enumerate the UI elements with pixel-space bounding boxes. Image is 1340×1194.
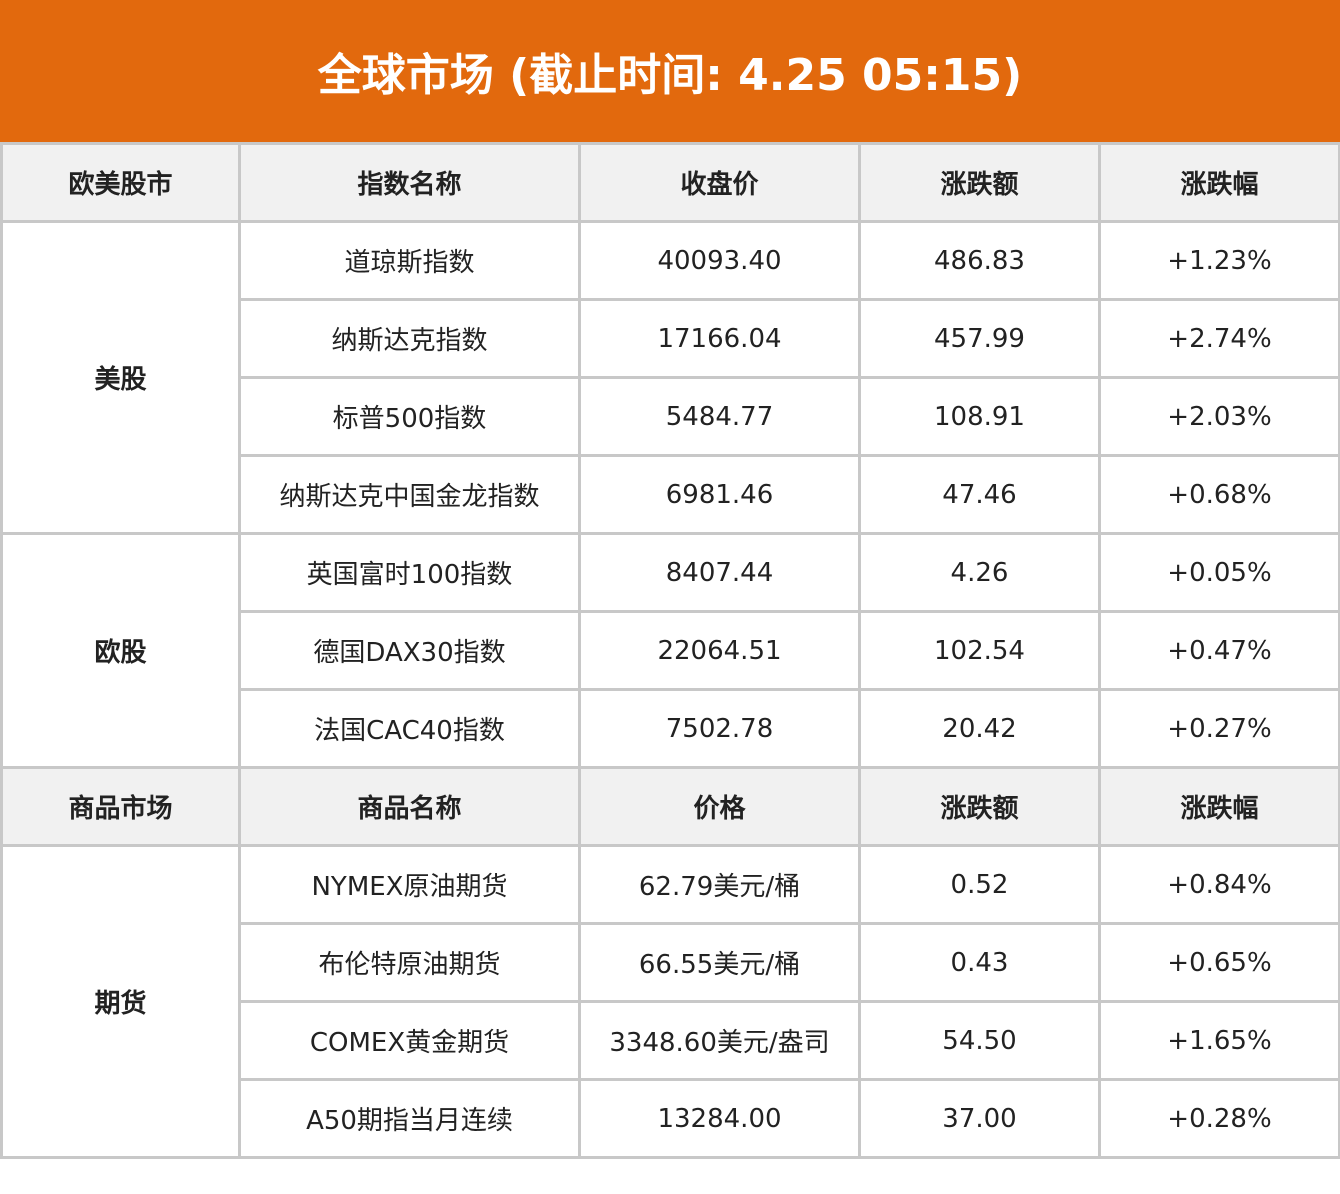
commodity-name: 布伦特原油期货 [238, 922, 581, 1003]
change-percent: +2.03% [1098, 376, 1340, 457]
table-row: 纳斯达克指数 17166.04 457.99 +2.74% [2, 298, 1340, 379]
table-row: 纳斯达克中国金龙指数 6981.46 47.46 +0.68% [2, 454, 1340, 535]
table-row: 法国CAC40指数 7502.78 20.42 +0.27% [2, 688, 1340, 769]
column-header: 涨跌额 [858, 766, 1101, 847]
table-row: 欧股 英国富时100指数 8407.44 4.26 +0.05% [0, 532, 1340, 769]
change-percent: +0.27% [1098, 688, 1340, 769]
price: 66.55美元/桶 [578, 922, 861, 1003]
price: 62.79美元/桶 [578, 844, 861, 925]
commodity-name: COMEX黄金期货 [238, 1000, 581, 1081]
price: 3348.60美元/盎司 [578, 1000, 861, 1081]
commodity-name: A50期指当月连续 [238, 1078, 581, 1159]
close-price: 6981.46 [578, 454, 861, 535]
table-row: 标普500指数 5484.77 108.91 +2.03% [2, 376, 1340, 457]
change-amount: 102.54 [858, 610, 1101, 691]
change-percent: +0.28% [1098, 1078, 1340, 1159]
group-label-futures: 期货 [0, 844, 241, 1159]
index-name: 德国DAX30指数 [238, 610, 581, 691]
table-row: 布伦特原油期货 66.55美元/桶 0.43 +0.65% [2, 922, 1340, 1003]
index-name: 纳斯达克指数 [238, 298, 581, 379]
change-amount: 0.43 [858, 922, 1101, 1003]
commodities-header-row: 商品市场 商品名称 价格 涨跌额 涨跌幅 [0, 766, 1340, 847]
page-title: 全球市场 (截止时间: 4.25 05:15) [0, 0, 1340, 142]
close-price: 40093.40 [578, 220, 861, 301]
change-percent: +0.68% [1098, 454, 1340, 535]
table-row: 德国DAX30指数 22064.51 102.54 +0.47% [2, 610, 1340, 691]
index-name: 道琼斯指数 [238, 220, 581, 301]
index-name: 标普500指数 [238, 376, 581, 457]
close-price: 8407.44 [578, 532, 861, 613]
change-percent: +0.84% [1098, 844, 1340, 925]
group-label-eu: 欧股 [0, 532, 241, 769]
index-name: 法国CAC40指数 [238, 688, 581, 769]
change-amount: 20.42 [858, 688, 1101, 769]
change-amount: 47.46 [858, 454, 1101, 535]
close-price: 17166.04 [578, 298, 861, 379]
table-row: 美股 道琼斯指数 40093.40 486.83 +1.23% [0, 220, 1340, 535]
close-price: 7502.78 [578, 688, 861, 769]
column-header: 收盘价 [578, 142, 861, 223]
index-name: 英国富时100指数 [238, 532, 581, 613]
change-amount: 108.91 [858, 376, 1101, 457]
market-table: 欧美股市 指数名称 收盘价 涨跌额 涨跌幅 美股 道琼斯指数 40093.40 … [0, 142, 1340, 1159]
change-percent: +2.74% [1098, 298, 1340, 379]
change-amount: 37.00 [858, 1078, 1101, 1159]
change-amount: 486.83 [858, 220, 1101, 301]
change-amount: 457.99 [858, 298, 1101, 379]
table-row: 期货 NYMEX原油期货 62.79美元/桶 0.52 +0.84% [0, 844, 1340, 1159]
change-amount: 54.50 [858, 1000, 1101, 1081]
column-header: 涨跌额 [858, 142, 1101, 223]
column-header: 商品市场 [0, 766, 241, 847]
column-header: 涨跌幅 [1098, 766, 1340, 847]
change-percent: +1.65% [1098, 1000, 1340, 1081]
close-price: 22064.51 [578, 610, 861, 691]
column-header: 价格 [578, 766, 861, 847]
price: 13284.00 [578, 1078, 861, 1159]
change-percent: +0.05% [1098, 532, 1340, 613]
change-amount: 0.52 [858, 844, 1101, 925]
column-header: 指数名称 [238, 142, 581, 223]
change-amount: 4.26 [858, 532, 1101, 613]
close-price: 5484.77 [578, 376, 861, 457]
change-percent: +0.65% [1098, 922, 1340, 1003]
equities-header-row: 欧美股市 指数名称 收盘价 涨跌额 涨跌幅 [0, 142, 1340, 223]
index-name: 纳斯达克中国金龙指数 [238, 454, 581, 535]
table-row: A50期指当月连续 13284.00 37.00 +0.28% [2, 1078, 1340, 1159]
change-percent: +0.47% [1098, 610, 1340, 691]
column-header: 欧美股市 [0, 142, 241, 223]
column-header: 商品名称 [238, 766, 581, 847]
group-label-us: 美股 [0, 220, 241, 535]
change-percent: +1.23% [1098, 220, 1340, 301]
column-header: 涨跌幅 [1098, 142, 1340, 223]
commodity-name: NYMEX原油期货 [238, 844, 581, 925]
table-row: COMEX黄金期货 3348.60美元/盎司 54.50 +1.65% [2, 1000, 1340, 1081]
